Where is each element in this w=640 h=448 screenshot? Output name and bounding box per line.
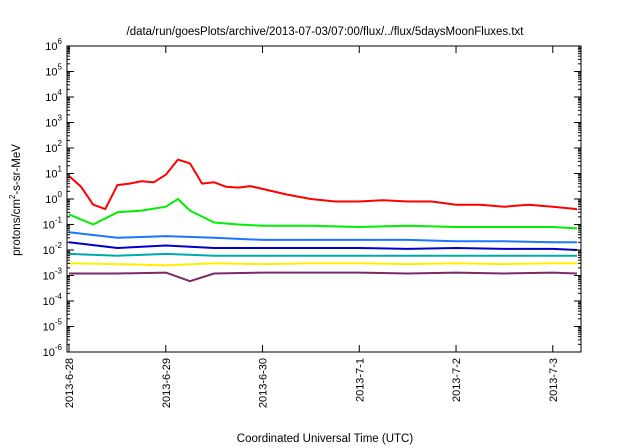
series-line-7 (69, 271, 578, 283)
plot-frame (66, 45, 582, 353)
x-tick-label: 2013-6-30 (258, 358, 270, 408)
y-tick-label: 10-1 (43, 216, 63, 232)
x-tick-label: 2013-7-2 (451, 358, 463, 402)
y-tick-label: 10-5 (43, 318, 63, 334)
y-axis-label: protons/cm2-s-sr-MeV (8, 144, 23, 256)
y-tick-label: 10-2 (43, 241, 63, 257)
x-tick-label: 2013-7-3 (548, 358, 560, 402)
y-tick-label: 101 (45, 165, 62, 181)
y-tick-label: 10-6 (43, 343, 63, 359)
y-tick-label: 102 (45, 139, 62, 155)
x-axis-ticks: 2013-6-28 2013-6-29 2013-6-30 2013-7-1 2013-… (64, 46, 560, 408)
x-tick-label: 2013-7-1 (354, 358, 366, 402)
series-line-3 (68, 231, 577, 244)
series-line-5 (68, 252, 577, 257)
plot-area (66, 45, 582, 353)
x-tick-label: 2013-6-28 (64, 358, 76, 408)
chart-title: /data/run/goesPlots/archive/2013-07-03/0… (127, 26, 525, 38)
y-tick-label: 105 (45, 63, 62, 79)
y-tick-label: 100 (45, 190, 62, 206)
series-layer (68, 158, 578, 283)
series-line-4 (68, 241, 578, 251)
x-axis-label: Coordinated Universal Time (UTC) (237, 433, 414, 445)
y-tick-label: 10-4 (43, 292, 63, 308)
series-line-2 (68, 198, 578, 230)
y-tick-label: 103 (45, 114, 62, 130)
y-tick-label: 106 (45, 37, 62, 53)
series-line-1 (68, 158, 578, 211)
x-tick-label: 2013-6-29 (161, 358, 173, 408)
y-tick-label: 10-3 (43, 267, 63, 283)
series-line-6 (68, 262, 577, 267)
y-tick-label: 104 (45, 88, 62, 104)
y-axis-ticks: 10-6 10-5 10-4 10-3 10-2 10-1 100 101 102 103 104 1… (43, 37, 581, 359)
